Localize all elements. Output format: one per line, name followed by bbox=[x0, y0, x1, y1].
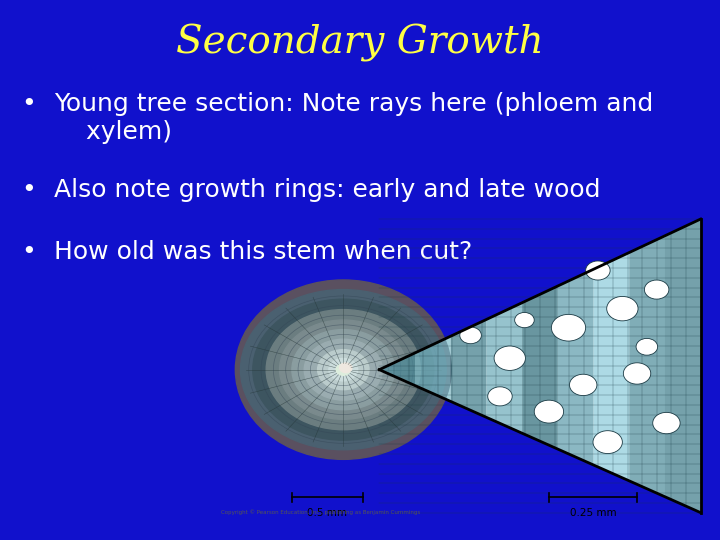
Ellipse shape bbox=[305, 339, 382, 400]
Circle shape bbox=[585, 261, 610, 280]
Circle shape bbox=[487, 387, 512, 406]
Circle shape bbox=[653, 413, 680, 434]
Circle shape bbox=[552, 314, 585, 341]
Circle shape bbox=[607, 296, 638, 321]
Ellipse shape bbox=[329, 359, 358, 381]
Ellipse shape bbox=[266, 309, 420, 430]
Text: Secondary Growth: Secondary Growth bbox=[176, 24, 544, 62]
Circle shape bbox=[494, 346, 526, 370]
Circle shape bbox=[593, 431, 622, 454]
Ellipse shape bbox=[340, 363, 352, 373]
Polygon shape bbox=[487, 303, 522, 433]
Circle shape bbox=[570, 374, 597, 396]
Ellipse shape bbox=[279, 320, 407, 420]
Polygon shape bbox=[665, 219, 701, 512]
Circle shape bbox=[624, 363, 651, 384]
Ellipse shape bbox=[292, 329, 395, 410]
Text: 0.5 mm: 0.5 mm bbox=[307, 508, 347, 518]
Polygon shape bbox=[522, 286, 558, 449]
Circle shape bbox=[460, 327, 482, 344]
Text: •: • bbox=[22, 240, 36, 264]
Text: Also note growth rings: early and late wood: Also note growth rings: early and late w… bbox=[54, 178, 600, 202]
Polygon shape bbox=[593, 253, 629, 481]
Circle shape bbox=[636, 339, 657, 355]
Polygon shape bbox=[379, 353, 415, 386]
Polygon shape bbox=[451, 320, 487, 417]
Ellipse shape bbox=[318, 349, 369, 390]
Polygon shape bbox=[558, 269, 593, 465]
Ellipse shape bbox=[253, 299, 433, 440]
Text: Copyright © Pearson Education, Inc., publishing as Benjamin Cummings: Copyright © Pearson Education, Inc., pub… bbox=[221, 510, 420, 515]
Circle shape bbox=[644, 280, 669, 299]
Text: 0.25 mm: 0.25 mm bbox=[570, 508, 616, 518]
Polygon shape bbox=[629, 236, 665, 497]
Text: •: • bbox=[22, 92, 36, 116]
Circle shape bbox=[534, 400, 564, 423]
Ellipse shape bbox=[235, 280, 451, 460]
Text: •: • bbox=[22, 178, 36, 202]
Ellipse shape bbox=[336, 364, 351, 375]
Text: How old was this stem when cut?: How old was this stem when cut? bbox=[54, 240, 472, 264]
Ellipse shape bbox=[240, 289, 446, 450]
Polygon shape bbox=[415, 336, 451, 401]
Text: Young tree section: Note rays here (phloem and
    xylem): Young tree section: Note rays here (phlo… bbox=[54, 92, 653, 144]
Polygon shape bbox=[379, 219, 701, 512]
Circle shape bbox=[515, 313, 534, 328]
